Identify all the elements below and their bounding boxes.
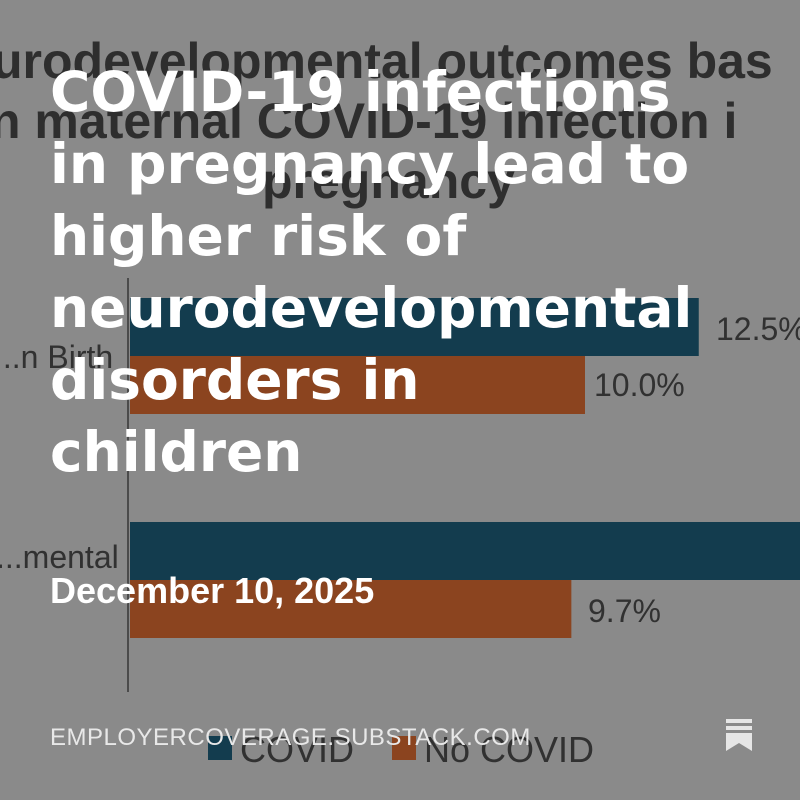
category-label-2: ...mental	[0, 539, 119, 575]
legend-swatch-nocovid	[392, 736, 416, 760]
chart-title-line-1: urodevelopmental outcomes bas	[0, 33, 773, 89]
category-label-1: ...n Birth	[0, 339, 113, 375]
chart-title-line-3: pregnancy	[262, 153, 515, 209]
data-label-nocovid-2: 9.7%	[588, 593, 661, 629]
post-date: December 10, 2025	[50, 570, 375, 611]
data-label-covid-1: 12.5%	[716, 311, 800, 347]
data-label-nocovid-1: 10.0%	[594, 367, 685, 403]
post-headline[interactable]: COVID-19 infections in pregnancy lead to…	[50, 60, 693, 484]
bar-covid-1	[130, 298, 699, 356]
bookmark-icon[interactable]	[724, 718, 754, 752]
bar-nocovid-1	[130, 356, 585, 414]
chart-title-line-2: n maternal COVID-19 infection i	[0, 93, 737, 149]
legend-label-nocovid: No COVID	[424, 729, 594, 770]
bar-covid-2	[130, 522, 800, 580]
legend-swatch-covid	[208, 736, 232, 760]
site-domain[interactable]: EMPLOYERCOVERAGE.SUBSTACK.COM	[50, 724, 531, 751]
legend-label-covid: COVID	[240, 729, 354, 770]
bar-nocovid-2	[130, 580, 572, 638]
